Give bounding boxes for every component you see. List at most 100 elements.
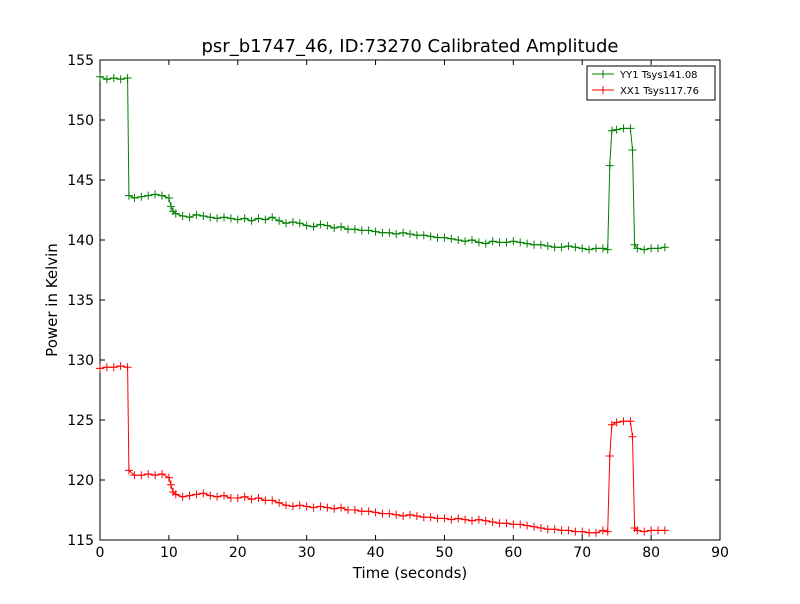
y-tick-label: 145 — [67, 173, 94, 189]
data-point — [350, 225, 359, 234]
data-point — [564, 526, 573, 535]
data-point — [406, 230, 414, 238]
data-point — [144, 470, 153, 478]
data-point — [226, 214, 235, 223]
data-point — [640, 245, 649, 254]
data-point — [585, 528, 594, 537]
data-point — [578, 244, 587, 253]
y-tick-label: 140 — [67, 233, 94, 249]
data-point — [344, 225, 352, 234]
data-point — [426, 232, 435, 241]
data-point — [295, 219, 304, 228]
data-point — [185, 491, 194, 500]
series-1 — [96, 362, 669, 537]
data-point — [607, 420, 616, 429]
data-point — [268, 213, 277, 222]
data-point — [371, 508, 380, 517]
data-point — [557, 243, 566, 252]
legend-marker — [599, 86, 607, 94]
data-point — [309, 222, 318, 231]
data-point — [603, 527, 612, 536]
data-point — [481, 516, 490, 525]
x-tick-label: 70 — [573, 545, 591, 561]
data-point — [378, 228, 387, 237]
data-point — [440, 514, 449, 523]
data-point — [571, 527, 580, 536]
data-point — [647, 526, 656, 535]
data-point — [240, 214, 249, 223]
data-point — [199, 212, 208, 220]
data-point — [261, 215, 270, 224]
y-tick-label: 115 — [67, 533, 94, 549]
data-point — [612, 418, 621, 427]
data-point — [144, 191, 153, 200]
data-point — [592, 528, 600, 537]
data-point — [206, 491, 215, 500]
data-point — [502, 519, 511, 528]
data-point — [130, 471, 139, 480]
y-tick-label: 155 — [67, 53, 94, 69]
legend-label-xx1: XX1 Tsys117.76 — [620, 86, 699, 97]
data-point — [109, 74, 118, 82]
data-point — [344, 506, 352, 514]
legend-label-yy1: YY1 Tsys141.08 — [619, 70, 698, 81]
data-point — [137, 471, 146, 480]
data-point — [158, 470, 166, 478]
data-point — [364, 226, 373, 235]
data-point — [96, 72, 104, 81]
data-point — [660, 526, 669, 535]
data-point — [199, 489, 208, 498]
data-point — [364, 507, 373, 516]
data-point — [530, 240, 538, 249]
data-point — [123, 74, 132, 82]
data-point — [628, 432, 637, 441]
data-point — [282, 219, 290, 228]
data-point — [626, 417, 635, 426]
data-point — [323, 221, 332, 230]
x-axis: 0 10 20 30 40 50 60 70 80 90 — [96, 60, 729, 561]
data-point — [233, 215, 242, 224]
data-point — [509, 520, 518, 529]
data-point — [543, 525, 552, 534]
legend: YY1 Tsys141.08 XX1 Tsys117.76 — [586, 65, 716, 101]
data-point — [302, 502, 311, 511]
data-point — [123, 363, 132, 372]
x-tick-label: 20 — [229, 545, 247, 561]
data-point — [171, 209, 180, 218]
data-point — [603, 245, 612, 254]
data-point — [178, 212, 187, 220]
data-point — [378, 509, 387, 518]
x-tick-label: 10 — [160, 545, 178, 561]
data-point — [419, 231, 428, 240]
data-point — [357, 226, 366, 235]
data-point — [164, 194, 173, 202]
data-point — [557, 526, 566, 535]
y-axis: 115 120 125 130 135 140 145 150 155 — [67, 53, 720, 549]
data-point — [171, 490, 180, 499]
data-point — [523, 521, 532, 530]
data-point — [654, 244, 662, 253]
legend-box — [586, 65, 716, 101]
data-point — [116, 362, 125, 370]
data-point — [461, 237, 470, 246]
data-point — [254, 214, 263, 223]
data-point — [536, 524, 545, 532]
data-point — [178, 492, 187, 501]
data-point — [109, 363, 118, 372]
data-point — [509, 237, 518, 246]
data-point — [213, 492, 222, 501]
data-point — [523, 239, 532, 248]
data-point — [481, 239, 490, 248]
data-point — [288, 218, 297, 226]
data-point — [392, 230, 401, 238]
data-point — [220, 491, 228, 500]
data-point — [516, 520, 525, 529]
data-point — [516, 238, 525, 247]
data-point — [261, 496, 270, 505]
data-point — [151, 190, 160, 199]
data-point — [309, 503, 318, 512]
data-point — [536, 240, 545, 249]
data-point — [628, 146, 637, 154]
x-tick-label: 60 — [504, 545, 522, 561]
